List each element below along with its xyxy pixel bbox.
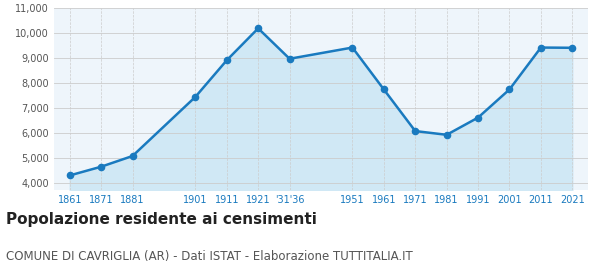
- Text: COMUNE DI CAVRIGLIA (AR) - Dati ISTAT - Elaborazione TUTTITALIA.IT: COMUNE DI CAVRIGLIA (AR) - Dati ISTAT - …: [6, 250, 413, 263]
- Point: [442, 132, 451, 137]
- Point: [191, 95, 200, 99]
- Point: [65, 173, 74, 178]
- Point: [410, 129, 420, 133]
- Point: [222, 58, 232, 62]
- Point: [285, 57, 295, 61]
- Point: [128, 154, 137, 158]
- Point: [473, 115, 483, 120]
- Point: [568, 46, 577, 50]
- Text: Popolazione residente ai censimenti: Popolazione residente ai censimenti: [6, 212, 317, 227]
- Point: [347, 45, 357, 50]
- Point: [505, 87, 514, 92]
- Point: [536, 45, 545, 50]
- Point: [253, 26, 263, 31]
- Point: [97, 164, 106, 169]
- Point: [379, 87, 389, 92]
